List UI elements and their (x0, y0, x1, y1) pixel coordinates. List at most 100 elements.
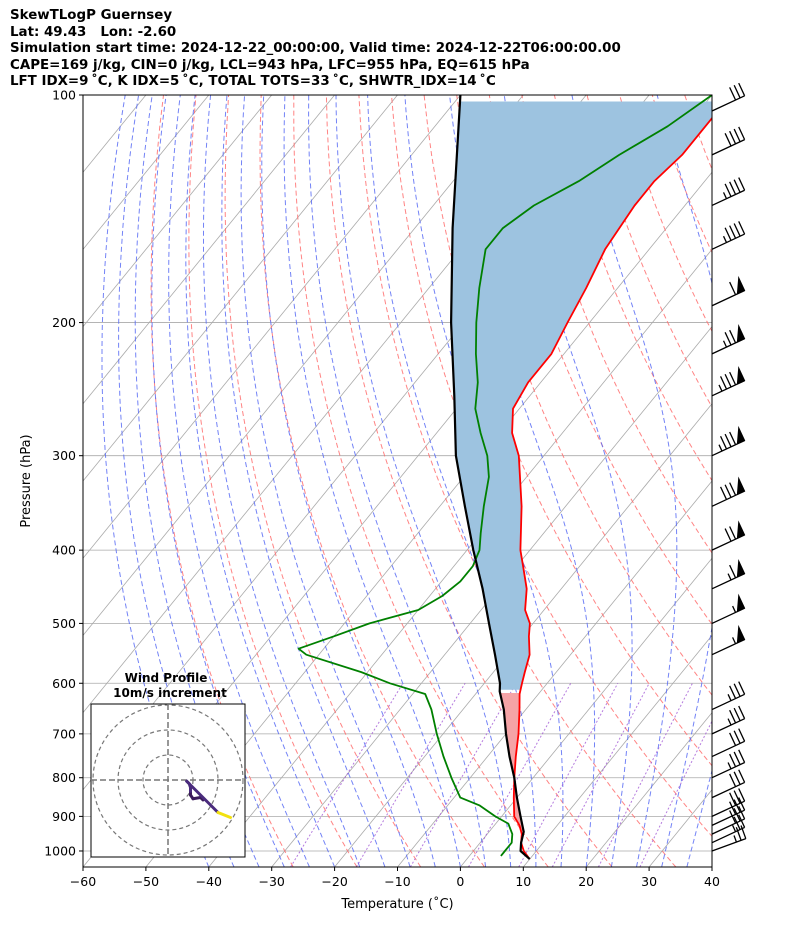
wind-barb-feather (729, 181, 737, 195)
x-tick-label: 10 (515, 874, 531, 889)
hodograph-subtitle: 10m/s increment (113, 686, 227, 700)
wind-barb-feather (738, 221, 746, 235)
wind-barb-half-feather (718, 384, 723, 392)
isotherm-line (334, 403, 712, 867)
wind-barb-pennant (736, 425, 746, 445)
wind-barb-staff (711, 139, 745, 156)
wind-barb-feather (735, 827, 742, 841)
x-tick-label: 20 (578, 874, 594, 889)
moist-adiabat-line (308, 95, 487, 867)
wind-barb-pennant (736, 324, 746, 343)
wind-barb-staff (711, 800, 745, 817)
wind-barb-feather (733, 179, 741, 193)
isotherm-line (83, 95, 273, 328)
wind-barb-feather (724, 484, 732, 498)
chart-title-block: SkewTLogP Guernsey Lat: 49.43 Lon: -2.60… (10, 8, 621, 91)
isotherm-line (648, 789, 712, 867)
parcel-profile-line (450, 95, 531, 860)
wind-barb-feather (729, 753, 737, 768)
y-tick-label: 900 (52, 809, 76, 824)
wind-barb-pennant (736, 558, 746, 578)
wind-barb-staff (711, 718, 745, 735)
wind-barb-feather (738, 705, 746, 719)
hodograph-title: Wind Profile (125, 671, 208, 685)
mixing-ratio-line (355, 683, 466, 867)
y-tick-label: 700 (52, 726, 76, 741)
x-tick-label: −30 (259, 874, 285, 889)
wind-barb-feather (729, 225, 737, 239)
wind-barb-pennant (736, 593, 746, 613)
isotherm-line (83, 95, 398, 482)
wind-barb-feather (733, 751, 741, 765)
wind-barb-feather (729, 130, 737, 145)
wind-barb-staff (711, 740, 745, 758)
wind-barb-feather (729, 87, 737, 101)
wind-barb-feather (738, 797, 746, 811)
dry-adiabat-line (488, 95, 712, 626)
wind-barb-half-feather (732, 605, 737, 613)
mixing-ratio-line (468, 683, 572, 867)
y-tick-label: 600 (52, 676, 76, 691)
wind-barb-half-feather (722, 192, 728, 199)
dry-adiabat-line (325, 95, 613, 867)
wind-barb (711, 221, 746, 250)
wind-barb-feather (729, 685, 737, 699)
wind-barb-feather (724, 227, 732, 241)
mixing-ratio-line (597, 683, 693, 867)
hodograph-trace (216, 811, 232, 819)
wind-barb-feather (733, 799, 741, 813)
wind-barb-feather (719, 376, 728, 390)
wind-barb-staff (711, 826, 745, 844)
y-tick-label: 1000 (44, 843, 76, 858)
wind-barb-half-feather (722, 340, 728, 348)
moist-adiabat-line (503, 95, 633, 867)
y-tick-label: 400 (52, 543, 76, 558)
axis-ticks: −60 −50 −40 −30 −20 −10 0 10 20 30 40 1000 900 800 700… (44, 88, 720, 890)
wind-barb-half-feather (727, 573, 732, 581)
wind-barb-feather (733, 128, 741, 143)
wind-barb-half-feather (727, 718, 732, 726)
isotherm-line (271, 325, 712, 867)
cape-shading (451, 101, 712, 690)
moist-adiabat-line (203, 95, 361, 867)
wind-barb (711, 797, 746, 826)
wind-barb-feather (733, 808, 741, 822)
dry-adiabat-line (717, 95, 794, 867)
wind-barb-feather (724, 373, 732, 388)
isotherm-line (83, 95, 210, 251)
wind-barb-feather (724, 528, 732, 542)
wind-barb-staff (711, 818, 745, 835)
wind-barb-pennant (736, 275, 746, 295)
isotherm-line (83, 95, 335, 405)
mixing-ratio-line (551, 683, 650, 867)
dewpoint-line (297, 95, 712, 857)
x-tick-label: 40 (704, 874, 720, 889)
wind-barb (711, 769, 746, 799)
dry-adiabat-line (188, 95, 358, 867)
x-tick-label: −20 (321, 874, 347, 889)
wind-barb (711, 788, 746, 817)
wind-barb-staff (711, 95, 745, 112)
background-lines (83, 95, 794, 867)
moist-adiabat-line (656, 95, 712, 867)
isotherm-line (208, 248, 712, 867)
mixing-ratio-line (290, 683, 404, 867)
wind-barb-feather (719, 486, 728, 500)
y-tick-label: 100 (52, 88, 76, 103)
wind-barb-feather (733, 816, 741, 830)
wind-barb (711, 82, 746, 112)
wind-barb-feather (729, 564, 737, 579)
wind-barb-feather (740, 825, 747, 839)
wind-barb-pennant (736, 624, 746, 644)
x-tick-label: −10 (384, 874, 410, 889)
wind-barb-feather (729, 801, 737, 815)
wind-barb (711, 728, 746, 758)
wind-barb-feather (733, 683, 741, 697)
dry-adiabat-line (259, 95, 485, 867)
hodograph-trace (185, 779, 220, 814)
wind-barb (711, 425, 746, 457)
chart-title-cape: CAPE=169 j/kg, CIN=0 j/kg, LCL=943 hPa, … (10, 57, 530, 73)
wind-barb (711, 705, 746, 735)
dry-adiabat-line (783, 95, 794, 867)
wind-barb (711, 476, 746, 507)
